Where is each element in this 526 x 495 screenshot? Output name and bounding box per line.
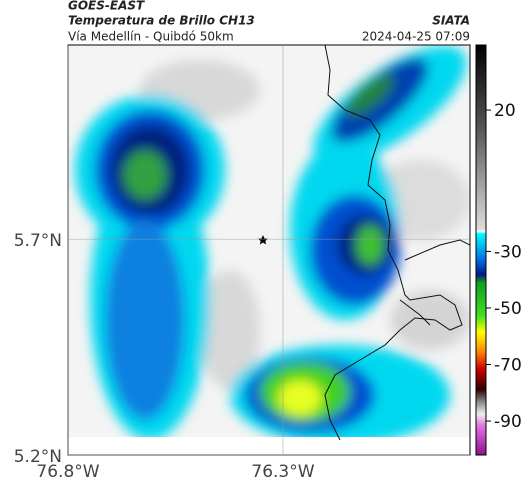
colorbar-tick-label: -90 (494, 412, 522, 432)
source: SIATA (432, 14, 470, 28)
lon-tick-label: 76.3°W (251, 462, 314, 482)
route: Vía Medellín - Quibdó 50km (68, 30, 234, 44)
colorbar-tick-label: -30 (494, 242, 522, 262)
product: Temperatura de Brillo CH13 (68, 14, 255, 28)
colorbar-tick-label: -70 (494, 356, 522, 376)
satellite: GOES-EAST (68, 0, 145, 13)
colorbar (475, 44, 487, 456)
colorbar-tick-label: 20 (494, 101, 516, 121)
station-marker (258, 235, 268, 245)
imagery (68, 45, 470, 455)
datetime: 2024-04-25 07:09 (362, 30, 470, 44)
lat-tick-label: 5.7°N (14, 231, 62, 251)
lat-tick-label: 5.2°N (14, 447, 62, 467)
lon-tick-label: 76.8°W (36, 462, 99, 482)
colorbar-tick-label: -50 (494, 299, 522, 319)
